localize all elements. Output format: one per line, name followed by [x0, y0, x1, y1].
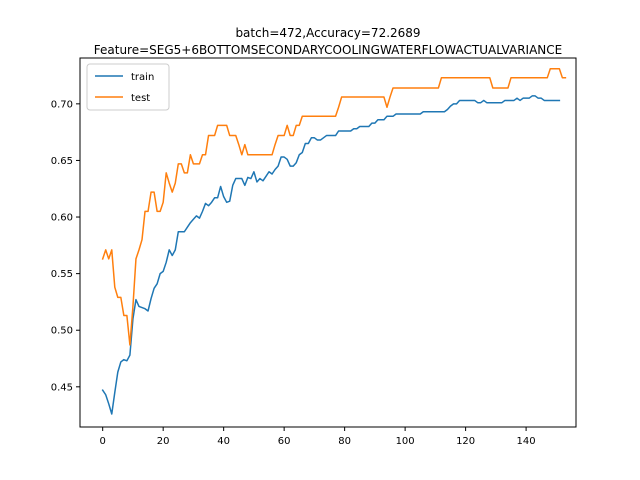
- series-line-test: [101, 68, 567, 346]
- x-tick-label-20: 20: [157, 436, 170, 447]
- y-tick-label-0.50: 0.50: [51, 326, 73, 337]
- legend-label-train: train: [131, 72, 154, 83]
- y-tick-label-0.70: 0.70: [51, 99, 73, 110]
- y-tick-label-0.60: 0.60: [51, 213, 73, 224]
- legend: train test: [86, 63, 170, 111]
- legend-box: [86, 63, 170, 111]
- x-tick-label-140: 140: [517, 436, 536, 447]
- x-tick-label-0: 0: [99, 436, 105, 447]
- legend-label-test: test: [131, 93, 150, 104]
- series-line-train: [101, 95, 561, 415]
- x-tick-label-60: 60: [278, 436, 291, 447]
- plot-area: [101, 68, 567, 415]
- x-tick-label-80: 80: [338, 436, 351, 447]
- x-tick-label-100: 100: [396, 436, 415, 447]
- x-tick-label-40: 40: [217, 436, 230, 447]
- x-axis: 0 20 40 60 80 100 120 140: [99, 427, 536, 447]
- y-axis: 0.45 0.50 0.55 0.60 0.65 0.70: [51, 99, 80, 393]
- y-tick-label-0.65: 0.65: [51, 156, 73, 167]
- axes-frame: [79, 57, 577, 428]
- y-tick-label-0.45: 0.45: [51, 382, 73, 393]
- chart-title-line-2: Feature=SEG5+6BOTTOMSECONDARYCOOLINGWATE…: [94, 43, 562, 57]
- chart-title-line-1: batch=472,Accuracy=72.2689: [235, 26, 420, 40]
- y-tick-label-0.55: 0.55: [51, 269, 73, 280]
- x-tick-label-120: 120: [456, 436, 475, 447]
